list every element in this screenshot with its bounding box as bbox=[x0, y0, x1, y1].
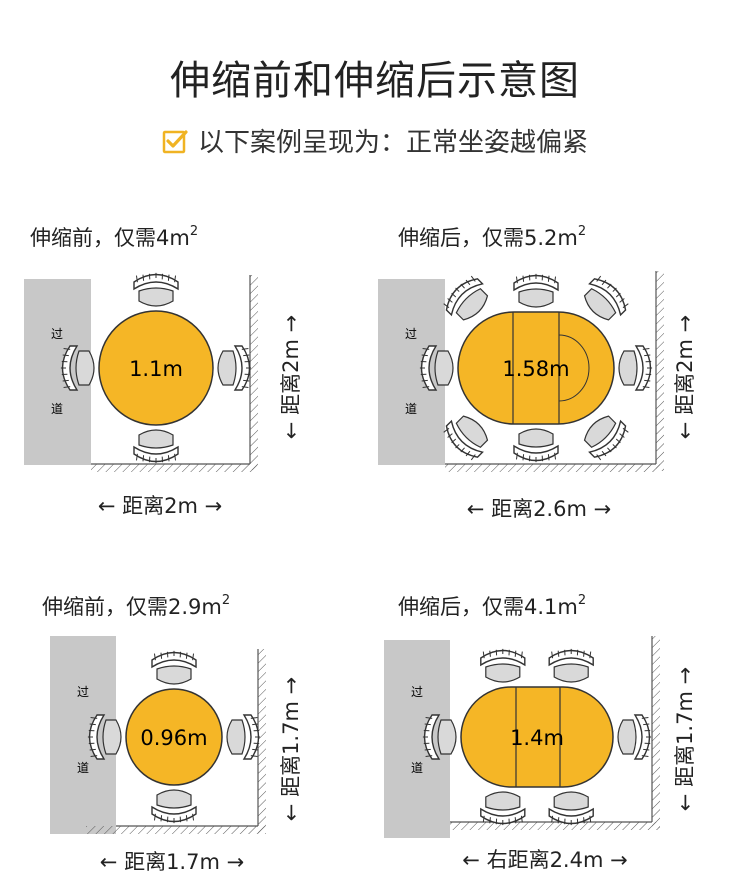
chair-icon bbox=[443, 275, 489, 321]
aisle-label-bottom: 道 bbox=[405, 402, 417, 416]
panel1-floorplan: 过 道 1.1m bbox=[24, 272, 258, 472]
subtitle-text: 以下案例呈现为：正常坐姿越偏紧 bbox=[197, 128, 588, 158]
walls bbox=[445, 271, 664, 472]
panel1-width-label: ← 距离2m → bbox=[97, 494, 223, 518]
aisle: 过 道 bbox=[378, 279, 445, 465]
check-square-icon bbox=[162, 130, 188, 154]
table bbox=[457, 311, 615, 425]
panel3-caption: 伸缩前，仅需2.9m2 bbox=[42, 593, 231, 619]
chair-icon bbox=[513, 428, 559, 463]
chair-icon bbox=[151, 650, 197, 685]
chair-icon bbox=[548, 791, 594, 826]
panel4-height-label: ← 距离1.7m → bbox=[673, 666, 697, 812]
table bbox=[125, 688, 223, 786]
panel2-caption: 伸缩后，仅需5.2m2 bbox=[398, 224, 587, 250]
table-size-label: 1.4m bbox=[510, 726, 564, 750]
table bbox=[460, 686, 614, 788]
page-title: 伸缩前和伸缩后示意图 bbox=[170, 58, 580, 104]
panel3-width-label: ← 距离1.7m → bbox=[99, 850, 245, 874]
panel3-floorplan: 过 道 0.96m bbox=[50, 636, 266, 834]
table-size-label: 1.58m bbox=[502, 357, 569, 381]
chair-icon bbox=[617, 714, 652, 760]
chair-icon bbox=[583, 275, 629, 321]
table bbox=[98, 310, 214, 426]
aisle-label-bottom: 道 bbox=[51, 402, 63, 416]
chair-icon bbox=[151, 789, 197, 824]
chair-icon bbox=[422, 714, 457, 760]
chair-icon bbox=[419, 345, 454, 391]
panel2-width-label: ← 距离2.6m → bbox=[466, 497, 612, 521]
chair-icon bbox=[226, 714, 261, 760]
aisle-label-top: 过 bbox=[51, 327, 63, 341]
aisle-label-top: 过 bbox=[405, 327, 417, 341]
panel3-height-label: ← 距离1.7m → bbox=[279, 676, 303, 822]
chair-icon bbox=[548, 648, 594, 683]
subtitle: 以下案例呈现为：正常坐姿越偏紧 bbox=[0, 122, 750, 159]
panel2-floorplan: 过 道 1.58m bbox=[378, 271, 664, 472]
chair-icon bbox=[217, 345, 252, 391]
aisle-label-top: 过 bbox=[411, 685, 423, 699]
chair-icon bbox=[87, 714, 122, 760]
chair-icon bbox=[133, 429, 179, 464]
aisle-label-bottom: 道 bbox=[77, 761, 89, 775]
table-size-label: 0.96m bbox=[140, 726, 207, 750]
panel4-caption: 伸缩后，仅需4.1m2 bbox=[398, 593, 587, 619]
chair-icon bbox=[443, 415, 489, 461]
chair-icon bbox=[513, 273, 559, 308]
chair-icon bbox=[480, 648, 526, 683]
chair-icon bbox=[60, 345, 95, 391]
panel1-caption: 伸缩前，仅需4m2 bbox=[30, 224, 199, 250]
chair-icon bbox=[618, 345, 653, 391]
panel4-floorplan: 过 道 1.4m bbox=[384, 636, 660, 838]
table-size-label: 1.1m bbox=[129, 357, 183, 381]
chair-icon bbox=[480, 791, 526, 826]
panel4-width-label: ← 右距离2.4m → bbox=[462, 848, 628, 872]
aisle-label-top: 过 bbox=[77, 685, 89, 699]
aisle-label-bottom: 道 bbox=[411, 761, 423, 775]
panel1-height-label: ← 距离2m → bbox=[279, 314, 303, 440]
chair-icon bbox=[583, 415, 629, 461]
panel2-height-label: ← 距离2m → bbox=[673, 314, 697, 440]
chair-icon bbox=[133, 272, 179, 307]
